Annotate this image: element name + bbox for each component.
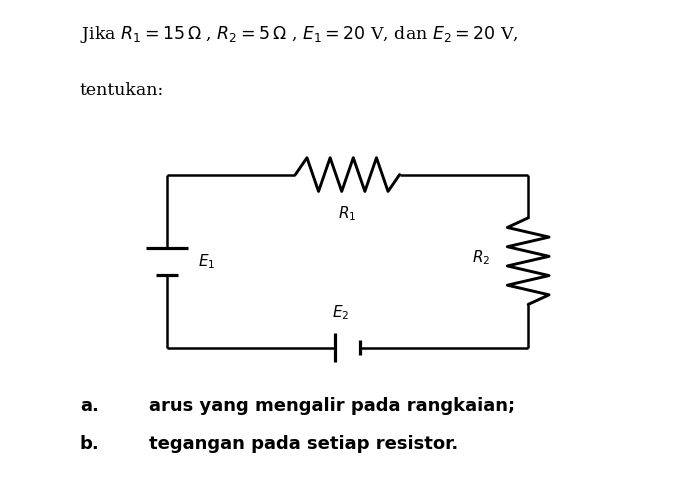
Text: a.: a. — [80, 396, 99, 414]
Text: b.: b. — [80, 434, 99, 452]
Text: tentukan:: tentukan: — [80, 82, 164, 98]
Text: $E_1$: $E_1$ — [198, 252, 215, 271]
Text: Jika $R_1 = 15\,\Omega$ , $R_2 = 5\,\Omega$ , $E_1 = 20$ V, dan $E_2 = 20$ V,: Jika $R_1 = 15\,\Omega$ , $R_2 = 5\,\Ome… — [80, 24, 518, 45]
Text: tegangan pada setiap resistor.: tegangan pada setiap resistor. — [149, 434, 459, 452]
Text: $R_1$: $R_1$ — [338, 204, 357, 223]
Text: $E_2$: $E_2$ — [332, 303, 349, 322]
Text: arus yang mengalir pada rangkaian;: arus yang mengalir pada rangkaian; — [149, 396, 516, 414]
Text: $R_2$: $R_2$ — [472, 248, 490, 266]
